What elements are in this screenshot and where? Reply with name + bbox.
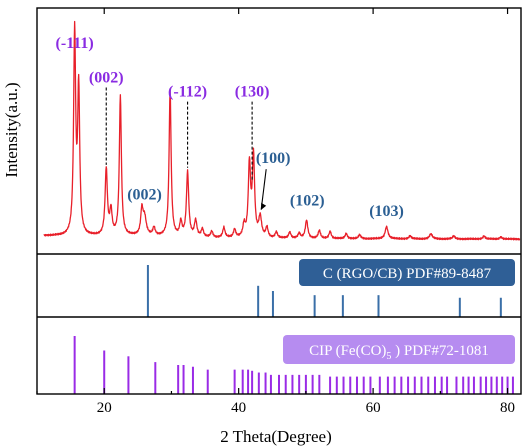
- peak-label: (103): [369, 203, 404, 220]
- cip-legend-suffix: ) PDF#72-1081: [391, 343, 489, 359]
- peak-label-arrowhead: [261, 202, 267, 210]
- plot-frame: [36, 7, 522, 395]
- peak-label: (102): [290, 193, 325, 210]
- x-tick-label: 60: [366, 400, 381, 416]
- peak-label: (130): [235, 84, 270, 101]
- peak-label-layer: (-111) (002) (-112) (130) (002) (100) (102) (10…: [56, 35, 404, 220]
- cip-reference-legend: CIP (Fe(CO)5 ) PDF#72-1081: [283, 335, 515, 364]
- cip-legend-label: CIP (Fe(CO)5 ) PDF#72-1081: [309, 343, 489, 362]
- peak-label: (002): [89, 69, 124, 86]
- xrd-pattern-line: [43, 20, 521, 241]
- y-axis-title: Intensity(a.u.): [2, 82, 21, 177]
- peak-label: (-112): [168, 84, 207, 101]
- cip-legend-subscript: 5: [386, 351, 391, 362]
- x-tick-label: 40: [231, 400, 246, 416]
- c-reference-layer: [146, 265, 502, 317]
- c-reference-legend: C (RGO/CB) PDF#89-8487: [299, 259, 515, 286]
- x-tick-label: 20: [97, 400, 112, 416]
- c-legend-box: [299, 259, 515, 286]
- peak-label-arrow-line: [260, 169, 267, 210]
- cip-legend-box: [283, 335, 515, 364]
- cip-reference-layer: [73, 336, 514, 394]
- c-legend-label: C (RGO/CB) PDF#89-8487: [323, 266, 492, 282]
- peak-label: (100): [256, 150, 291, 167]
- cip-legend-prefix: CIP (Fe(CO): [309, 343, 386, 359]
- peak-label: (002): [127, 187, 162, 204]
- xrd-pattern-layer: [43, 20, 521, 241]
- axes-layer: 20 40 60 80: [36, 7, 522, 416]
- peak-label: (-111): [56, 35, 94, 52]
- x-axis-title: 2 Theta(Degree): [220, 427, 332, 446]
- x-tick-label: 80: [500, 400, 515, 416]
